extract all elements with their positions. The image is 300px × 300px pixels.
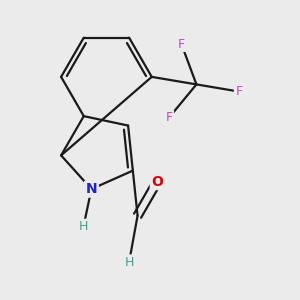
Text: F: F [235, 85, 242, 98]
Text: O: O [151, 175, 163, 188]
Text: F: F [178, 38, 185, 51]
Text: H: H [79, 220, 88, 233]
Text: F: F [166, 111, 172, 124]
Text: N: N [85, 182, 97, 196]
Text: H: H [124, 256, 134, 269]
